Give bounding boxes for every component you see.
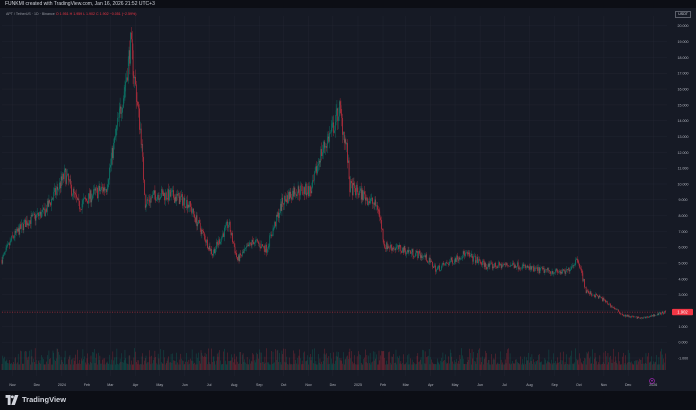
x-tick-label: 2026 [649,383,657,387]
y-tick-label: -1.000 [678,356,688,360]
x-tick-label: Sep [551,383,557,387]
y-tick-label: 6.000 [679,246,688,250]
chart-area[interactable]: -1.0000.0001.0002.0003.0004.0005.0006.00… [0,8,696,391]
x-tick-label: Aug [231,383,237,387]
x-tick-label: Mar [107,383,114,387]
x-tick-label: Jul [502,383,507,387]
y-tick-label: 14.000 [678,119,689,123]
candlestick-chart[interactable]: -1.0000.0001.0002.0003.0004.0005.0006.00… [0,8,696,391]
x-tick-label: May [452,383,459,387]
x-tick-label: Mar [403,383,410,387]
x-tick-label: Oct [576,383,582,387]
y-tick-label: 18.000 [678,56,689,60]
tradingview-logo-icon [5,395,19,405]
x-tick-label: Dec [330,383,337,387]
y-tick-label: 12.000 [678,151,689,155]
x-tick-label: Sep [256,383,262,387]
y-tick-label: 0.000 [679,341,688,345]
event-marker-glyph [651,380,653,383]
x-tick-label: Dec [625,383,632,387]
x-tick-label: Jun [477,383,483,387]
y-tick-label: 7.000 [679,230,688,234]
volume-bars [1,348,666,370]
y-tick-label: 9.000 [679,198,688,202]
y-tick-label: 3.000 [679,293,688,297]
x-tick-label: Apr [428,383,434,387]
x-tick-label: May [156,383,163,387]
x-tick-label: Oct [281,383,287,387]
x-tick-label: Apr [133,383,139,387]
tradingview-wordmark: TradingView [22,395,67,404]
x-tick-label: 2025 [354,383,362,387]
ohlc-values: O 1.951 H 1.959 L 1.902 C 1.902 −0.051 (… [55,12,137,16]
y-tick-label: 10.000 [678,182,689,186]
y-tick-label: 15.000 [678,103,689,107]
y-tick-label: 13.000 [678,135,689,139]
event-annotation[interactable] [649,378,655,384]
last-price-label: 1.902 [677,310,688,315]
symbol-name: APT / TetherUS · 1D · Binance [6,12,55,16]
last-price-tag [672,308,693,316]
symbol-legend: APT / TetherUS · 1D · Binance O 1.951 H … [6,12,136,17]
tradingview-logo[interactable]: TradingView [5,395,66,405]
time-axis[interactable]: Nov Dec 2024 Feb Mar Apr May Jun Jul Aug Sep Oct Nov… [9,383,657,387]
x-tick-label: Nov [9,383,16,387]
chart-caption: FUNKMI created with TradingView.com, Jan… [5,1,155,7]
x-tick-label: 2024 [58,383,66,387]
x-tick-label: Jul [207,383,212,387]
y-tick-label: 19.000 [678,40,689,44]
caption-bar: FUNKMI created with TradingView.com, Jan… [0,0,696,8]
price-axis[interactable]: -1.0000.0001.0002.0003.0004.0005.0006.00… [678,24,689,360]
x-tick-label: Nov [601,383,608,387]
y-tick-label: 20.000 [678,24,689,28]
x-tick-label: Jun [182,383,188,387]
currency-badge[interactable]: USDT [675,11,691,18]
grid [2,16,667,376]
x-tick-label: Aug [526,383,532,387]
y-tick-label: 16.000 [678,87,689,91]
y-tick-label: 5.000 [679,261,688,265]
y-tick-label: 1.000 [679,325,688,329]
last-price-marker: 1.902 [2,308,693,316]
x-tick-label: Feb [380,383,386,387]
x-tick-label: Feb [84,383,90,387]
x-tick-label: Nov [305,383,312,387]
y-tick-label: 4.000 [679,277,688,281]
x-tick-label: Dec [34,383,41,387]
y-tick-label: 8.000 [679,214,688,218]
event-marker-icon[interactable] [649,378,655,384]
footer-bar: TradingView [0,391,696,410]
y-tick-label: 11.000 [678,167,689,171]
y-tick-label: 17.000 [678,72,689,76]
candles [1,27,666,320]
